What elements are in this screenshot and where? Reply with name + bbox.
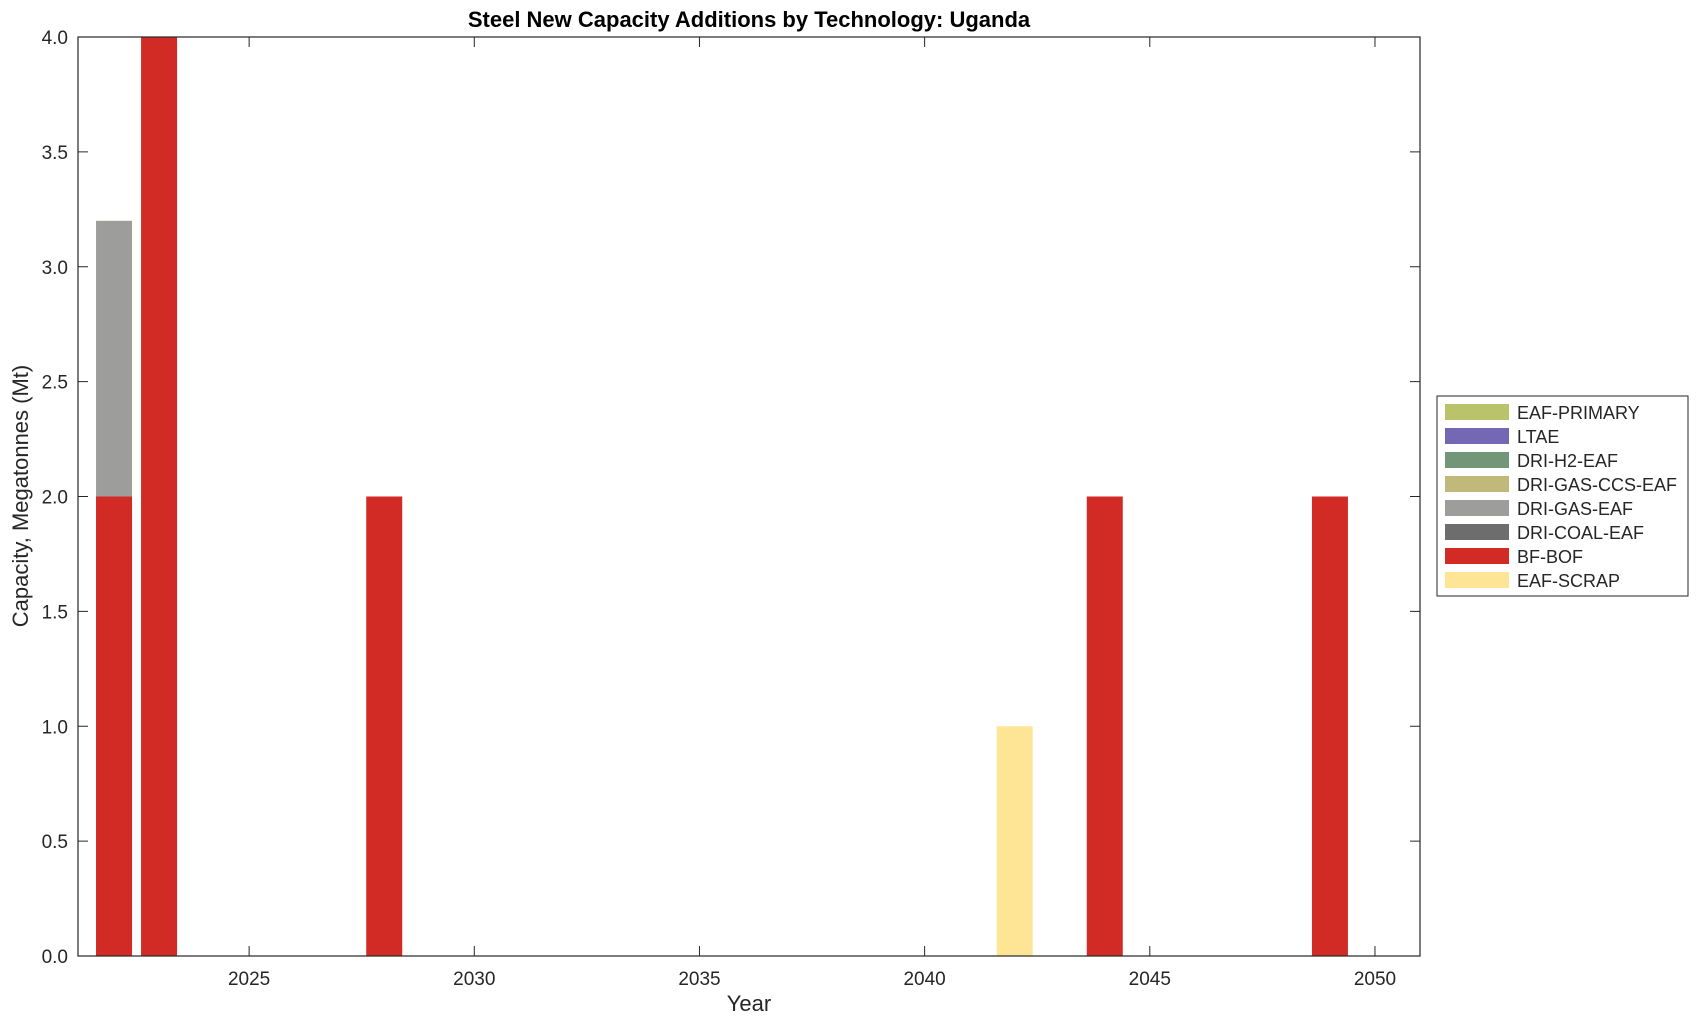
bar-bf-bof-2049 [1311, 496, 1348, 956]
bar-dri-gas-eaf-2022 [96, 220, 133, 497]
legend-swatch-dri-gas-eaf [1445, 500, 1509, 516]
bars-group [96, 37, 1348, 956]
y-tick-label: 2.0 [42, 488, 68, 509]
y-tick-label: 1.5 [42, 602, 68, 623]
y-tick-label: 2.5 [42, 373, 68, 394]
plot-frame [77, 36, 1421, 957]
y-tick-label: 0.0 [42, 947, 68, 968]
legend-swatch-dri-h2-eaf [1445, 452, 1509, 468]
legend-label-dri-gas-eaf: DRI-GAS-EAF [1517, 499, 1633, 519]
legend-swatch-eaf-primary [1445, 404, 1509, 420]
legend-label-dri-gas-ccs-eaf: DRI-GAS-CCS-EAF [1517, 475, 1677, 495]
y-tick-label: 3.0 [42, 258, 68, 279]
y-tick-label: 0.5 [42, 832, 68, 853]
legend-swatch-dri-gas-ccs-eaf [1445, 476, 1509, 492]
bar-bf-bof-2044 [1086, 496, 1123, 956]
bar-eaf-scrap-2042 [996, 726, 1033, 956]
legend-label-eaf-primary: EAF-PRIMARY [1517, 403, 1640, 423]
x-tick-label: 2035 [678, 969, 720, 990]
x-tick-label: 2050 [1354, 969, 1396, 990]
legend-swatch-dri-coal-eaf [1445, 524, 1509, 540]
legend-label-eaf-scrap: EAF-SCRAP [1517, 571, 1620, 591]
x-tick-label: 2045 [1129, 969, 1171, 990]
legend-swatch-bf-bof [1445, 548, 1509, 564]
chart-title: Steel New Capacity Additions by Technolo… [468, 7, 1031, 32]
bar-bf-bof-2022 [96, 496, 133, 956]
legend-label-ltae: LTAE [1517, 427, 1559, 447]
bar-bf-bof-2028 [366, 496, 403, 956]
x-tick-label: 2040 [903, 969, 945, 990]
legend-label-dri-coal-eaf: DRI-COAL-EAF [1517, 523, 1644, 543]
ticks-group: 2025 2030 2035 2040 2045 2050 0.0 0.5 1.0 1.5 2.0 2… [42, 28, 1420, 990]
x-tick-label: 2030 [453, 969, 495, 990]
y-axis-title: Capacity, Megatonnes (Mt) [8, 365, 33, 627]
bar-bf-bof-2023 [141, 37, 178, 956]
y-tick-label: 1.0 [42, 717, 68, 738]
legend: EAF-PRIMARY LTAE DRI-H2-EAF DRI-GAS-CCS-EAF… [1436, 395, 1689, 597]
legend-swatch-ltae [1445, 428, 1509, 444]
legend-swatch-eaf-scrap [1445, 572, 1509, 588]
y-tick-label: 3.5 [42, 143, 68, 164]
legend-label-bf-bof: BF-BOF [1517, 547, 1583, 567]
x-tick-label: 2025 [228, 969, 270, 990]
x-axis-title: Year [727, 991, 771, 1016]
y-tick-label: 4.0 [42, 28, 68, 49]
legend-label-dri-h2-eaf: DRI-H2-EAF [1517, 451, 1618, 471]
